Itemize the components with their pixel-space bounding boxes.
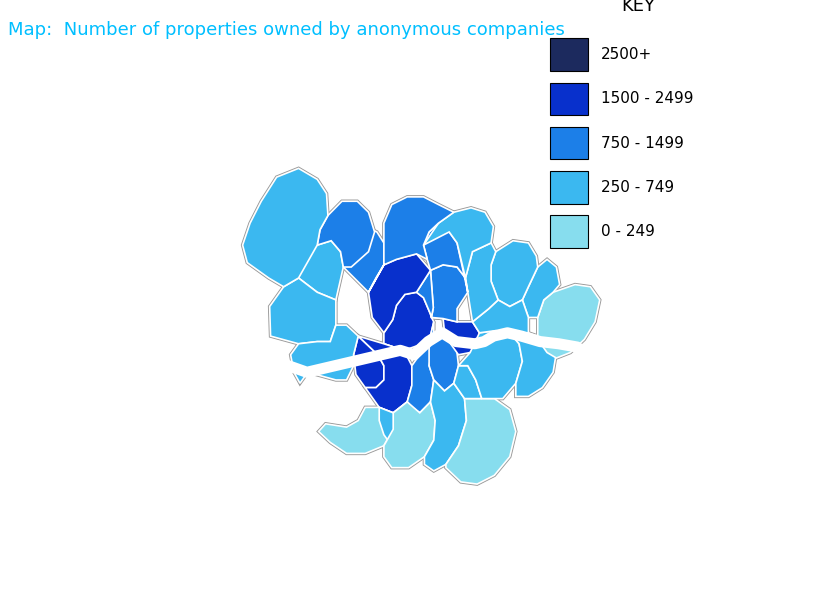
Polygon shape: [417, 270, 433, 317]
Polygon shape: [510, 333, 556, 396]
Polygon shape: [379, 402, 421, 449]
Polygon shape: [429, 332, 459, 391]
Text: 2500+: 2500+: [601, 47, 652, 62]
Polygon shape: [354, 336, 384, 388]
Polygon shape: [318, 407, 393, 453]
Polygon shape: [538, 284, 600, 358]
Polygon shape: [369, 197, 454, 292]
Polygon shape: [459, 330, 522, 399]
Polygon shape: [423, 223, 468, 292]
Polygon shape: [491, 241, 538, 306]
Polygon shape: [340, 227, 384, 292]
Polygon shape: [318, 201, 375, 267]
Polygon shape: [472, 300, 528, 333]
Polygon shape: [407, 322, 433, 413]
Text: 1500 - 2499: 1500 - 2499: [601, 91, 693, 106]
Polygon shape: [340, 227, 384, 292]
Text: 750 - 1499: 750 - 1499: [601, 136, 684, 150]
Polygon shape: [358, 336, 412, 413]
Polygon shape: [522, 260, 559, 317]
Polygon shape: [407, 322, 433, 413]
Polygon shape: [446, 399, 516, 484]
Polygon shape: [291, 325, 358, 384]
Polygon shape: [465, 243, 498, 322]
Polygon shape: [384, 402, 435, 468]
Polygon shape: [424, 380, 466, 471]
Polygon shape: [454, 366, 482, 399]
Polygon shape: [424, 380, 466, 471]
Polygon shape: [384, 292, 433, 350]
Polygon shape: [538, 284, 600, 358]
Polygon shape: [369, 197, 454, 292]
Polygon shape: [510, 333, 556, 396]
Polygon shape: [423, 223, 468, 292]
Polygon shape: [423, 208, 493, 278]
Polygon shape: [384, 292, 433, 350]
Polygon shape: [522, 260, 559, 317]
Polygon shape: [298, 241, 344, 300]
Polygon shape: [465, 243, 498, 322]
Polygon shape: [443, 319, 480, 355]
Polygon shape: [358, 336, 412, 413]
Polygon shape: [430, 265, 468, 322]
Polygon shape: [446, 399, 516, 484]
Polygon shape: [429, 332, 459, 391]
Polygon shape: [318, 407, 393, 453]
Polygon shape: [454, 366, 482, 399]
Polygon shape: [430, 306, 444, 319]
Polygon shape: [318, 201, 375, 267]
Polygon shape: [378, 344, 404, 372]
Polygon shape: [369, 254, 430, 333]
Text: 0 - 249: 0 - 249: [601, 224, 654, 239]
Polygon shape: [378, 344, 404, 372]
Polygon shape: [243, 168, 328, 287]
Polygon shape: [459, 330, 522, 399]
Polygon shape: [243, 168, 328, 287]
Text: 250 - 749: 250 - 749: [601, 180, 674, 195]
Polygon shape: [472, 300, 528, 333]
Polygon shape: [379, 402, 421, 449]
Polygon shape: [369, 254, 430, 333]
Polygon shape: [354, 336, 384, 388]
Polygon shape: [430, 306, 444, 319]
Polygon shape: [270, 278, 336, 344]
Polygon shape: [298, 241, 344, 300]
Polygon shape: [417, 270, 433, 317]
Text: Map:  Number of properties owned by anonymous companies: Map: Number of properties owned by anony…: [8, 21, 565, 39]
Polygon shape: [291, 325, 358, 384]
Polygon shape: [384, 402, 435, 468]
Polygon shape: [491, 241, 538, 306]
Polygon shape: [423, 208, 493, 278]
Text: KEY: KEY: [622, 0, 655, 15]
Polygon shape: [430, 265, 468, 322]
Polygon shape: [270, 278, 336, 344]
Polygon shape: [443, 319, 480, 355]
